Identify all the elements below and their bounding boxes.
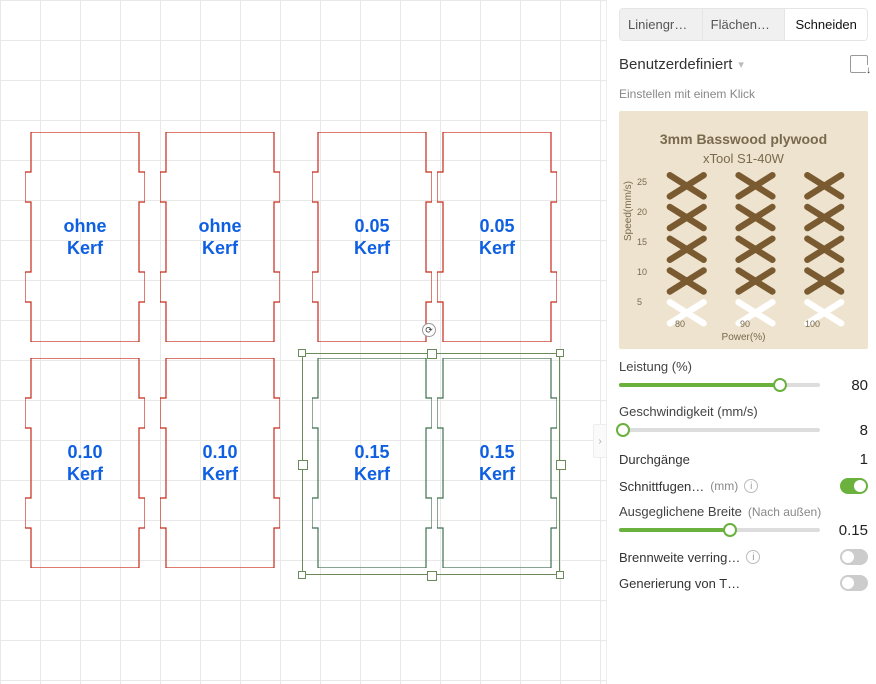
preset-name-label: Benutzerdefiniert [619,56,732,73]
preview-x-axis-label: Power(%) [619,332,868,343]
param-kerf-width: Ausgeglichene Breite (Nach außen) 0.15 [619,504,868,539]
rotation-handle[interactable]: ⟳ [422,323,436,337]
kerf-width-value[interactable]: 0.15 [832,522,868,539]
param-passes: Durchgänge 1 [619,451,868,468]
selection-handle[interactable] [427,349,437,359]
kerf-width-label: Ausgeglichene Breite [619,504,742,519]
gen-label: Generierung von T… [619,576,740,591]
selection-handle[interactable] [556,460,566,470]
canvas-piece[interactable]: 0.10Kerf [160,358,280,568]
kerf-width-note: (Nach außen) [748,505,821,519]
param-gen-row: Generierung von T… [619,575,868,591]
one-click-label: Einstellen mit einem Klick [619,87,868,101]
kerf-toggle[interactable] [840,478,868,494]
passes-value[interactable]: 1 [860,451,868,468]
canvas-piece[interactable]: 0.10Kerf [25,358,145,568]
preset-dropdown[interactable]: Benutzerdefiniert ▾ [619,56,744,73]
selection-handle[interactable] [298,460,308,470]
canvas-piece[interactable]: 0.05Kerf [312,132,432,342]
canvas-piece[interactable]: 0.05Kerf [437,132,557,342]
focus-label: Brennweite verring… [619,550,740,565]
gen-toggle[interactable] [840,575,868,591]
canvas-piece[interactable]: ohneKerf [160,132,280,342]
speed-value[interactable]: 8 [832,422,868,439]
preview-y-axis-label: Speed(mm/s) [623,181,634,241]
info-icon[interactable]: i [746,550,760,564]
tab-schneiden[interactable]: Schneiden [785,9,867,40]
param-speed: Geschwindigkeit (mm/s) 8 [619,404,868,439]
selection-handle[interactable] [556,349,564,357]
kerf-unit: (mm) [710,479,738,493]
selection-handle[interactable] [298,571,306,579]
selection-box[interactable] [302,353,560,575]
speed-slider[interactable] [619,421,820,439]
focus-toggle[interactable] [840,549,868,565]
power-value[interactable]: 80 [832,377,868,394]
selection-handle[interactable] [427,571,437,581]
preview-material-line1: 3mm Basswood plywood [619,131,868,147]
canvas-piece[interactable]: ohneKerf [25,132,145,342]
kerf-width-slider[interactable] [619,521,820,539]
tab-flchengr[interactable]: Flächengr… [703,9,786,40]
kerf-label: Schnittfugen… [619,479,704,494]
preview-material-line2: xTool S1-40W [619,151,868,166]
preview-test-matrix [655,171,856,330]
material-test-preview[interactable]: 3mm Basswood plywood xTool S1-40W Speed(… [619,111,868,349]
selection-handle[interactable] [556,571,564,579]
power-slider[interactable] [619,376,820,394]
mode-tabs: Liniengra…Flächengr…Schneiden [619,8,868,41]
canvas-area[interactable]: ohneKerf ohneKerf 0.05Kerf 0.05Kerf 0.10… [0,0,606,684]
selection-handle[interactable] [298,349,306,357]
param-focus-row: Brennweite verring… i [619,549,868,565]
param-speed-label: Geschwindigkeit (mm/s) [619,404,868,419]
save-preset-icon[interactable] [850,55,868,73]
info-icon[interactable]: i [744,479,758,493]
param-passes-label: Durchgänge [619,452,690,467]
chevron-down-icon: ▾ [738,58,744,71]
param-power-label: Leistung (%) [619,359,868,374]
param-kerf-toggle-row: Schnittfugen… (mm) i [619,478,868,494]
collapse-panel-button[interactable]: › [593,424,607,458]
tab-liniengra[interactable]: Liniengra… [620,9,703,40]
param-power: Leistung (%) 80 [619,359,868,394]
settings-panel: Liniengra…Flächengr…Schneiden Benutzerde… [606,0,876,684]
canvas-shapes: ohneKerf ohneKerf 0.05Kerf 0.05Kerf 0.10… [0,0,606,684]
